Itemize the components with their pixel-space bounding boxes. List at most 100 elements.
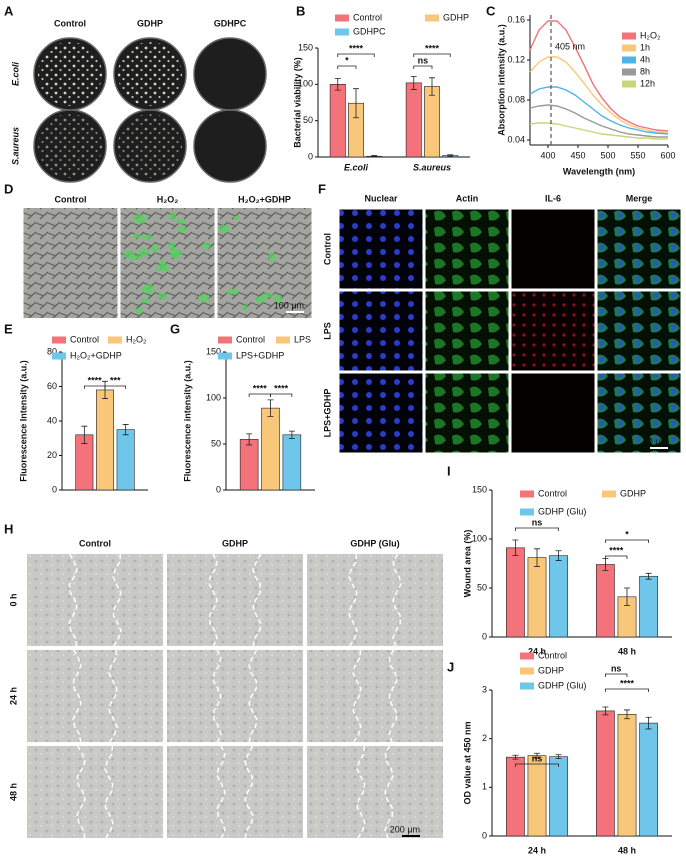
bar <box>96 389 114 491</box>
petri-dish <box>193 37 267 111</box>
legend-swatch <box>218 336 232 344</box>
series-line <box>529 86 669 135</box>
bar <box>261 407 280 491</box>
error-bar <box>624 587 630 607</box>
scale-bar-label: 200 μm <box>390 824 420 834</box>
green-signal <box>131 233 142 239</box>
green-signal <box>241 304 248 311</box>
bar <box>639 722 658 837</box>
fluorescence-image <box>511 373 595 453</box>
x-tick-label: 550 <box>630 150 645 160</box>
error-bar <box>534 548 540 567</box>
fluorescence-image <box>597 291 681 371</box>
wound-edge <box>348 553 358 647</box>
fluorescence-image <box>425 209 509 289</box>
bar <box>617 714 637 837</box>
legend-label: 12h <box>640 78 655 88</box>
y-tick-label: 0 <box>52 484 57 494</box>
green-signal <box>261 292 275 298</box>
colonies <box>38 42 102 106</box>
legend-swatch <box>622 68 636 76</box>
legend-label: Control <box>538 488 567 498</box>
y-tick-label: 0.04 <box>507 134 525 144</box>
error-bar <box>246 433 253 446</box>
error-bar <box>534 752 540 759</box>
column-label: Control <box>54 18 86 28</box>
column-label: H₂O₂+GDHP <box>238 194 291 204</box>
panel-letter: A <box>4 3 14 18</box>
panel-letter: H <box>4 521 13 536</box>
wound-edge <box>68 553 78 647</box>
y-tick-label: 100 <box>298 79 313 89</box>
wound-image <box>27 554 163 646</box>
wound-edge <box>108 649 118 743</box>
wound-edge <box>216 745 226 839</box>
significance-label: **** <box>609 545 624 555</box>
wound-image <box>27 650 163 742</box>
y-tick-label: 100 <box>472 533 487 543</box>
row-label: E.coli <box>10 62 20 87</box>
significance-bracket <box>337 53 375 57</box>
error-bar <box>81 425 88 444</box>
wound-image <box>307 746 443 838</box>
series-line <box>529 56 669 134</box>
significance-label: ns <box>611 663 622 673</box>
y-axis-label: Fluorescence intensity (a.u.) <box>182 360 192 482</box>
column-label: GDHP <box>137 18 163 28</box>
series-line <box>529 122 668 140</box>
significance-label: **** <box>349 43 364 53</box>
significance-bracket <box>605 688 649 692</box>
fluorescence-image <box>339 373 423 453</box>
significance-label: **** <box>425 43 440 53</box>
wound-edge <box>72 649 82 743</box>
green-signal <box>268 252 276 263</box>
significance-bracket <box>83 385 106 389</box>
green-signal <box>170 249 183 258</box>
y-tick-label: 1 <box>482 782 487 792</box>
colonies <box>118 114 182 178</box>
error-bar <box>645 572 652 580</box>
significance-bracket <box>515 763 559 767</box>
wound-edge <box>384 745 394 839</box>
bar <box>405 82 422 158</box>
x-tick-label: 450 <box>570 150 585 160</box>
panel-letter: F <box>318 181 326 196</box>
scale-bar-label: 50 μm <box>643 436 668 446</box>
bar <box>116 429 135 491</box>
column-label: Control <box>79 538 111 548</box>
bar <box>506 547 525 638</box>
legend-label: Control <box>538 650 567 660</box>
green-signal <box>123 250 135 259</box>
wound-edge <box>392 553 402 647</box>
legend-swatch <box>52 336 66 344</box>
legend-label: Control <box>70 334 99 344</box>
significance-bracket <box>337 65 357 69</box>
legend-label: LPS+GDHP <box>236 350 284 360</box>
panel-letter: D <box>4 181 13 196</box>
error-bar <box>512 539 519 557</box>
bar <box>527 755 547 837</box>
legend-swatch <box>52 352 66 360</box>
y-tick-label: 0 <box>482 830 487 840</box>
green-signal <box>141 234 154 240</box>
legend-label: 8h <box>640 66 650 76</box>
green-signal <box>157 292 168 300</box>
error-bar <box>334 78 341 91</box>
y-tick-label: 40 <box>47 415 57 425</box>
row-label: LPS+GDHP <box>322 389 332 438</box>
wound-edge <box>212 649 222 743</box>
y-tick-label: 50 <box>211 438 221 448</box>
bar <box>239 439 259 491</box>
legend-swatch <box>622 44 636 52</box>
panel-letter: B <box>296 3 305 18</box>
green-signal <box>134 307 145 314</box>
bar <box>282 434 302 491</box>
green-signal <box>140 297 151 304</box>
significance-label: * <box>625 529 629 539</box>
wound-image <box>167 746 303 838</box>
row-label: LPS <box>322 322 332 340</box>
bar <box>506 756 525 837</box>
legend-swatch <box>108 336 122 344</box>
panel-letter: J <box>447 659 454 674</box>
